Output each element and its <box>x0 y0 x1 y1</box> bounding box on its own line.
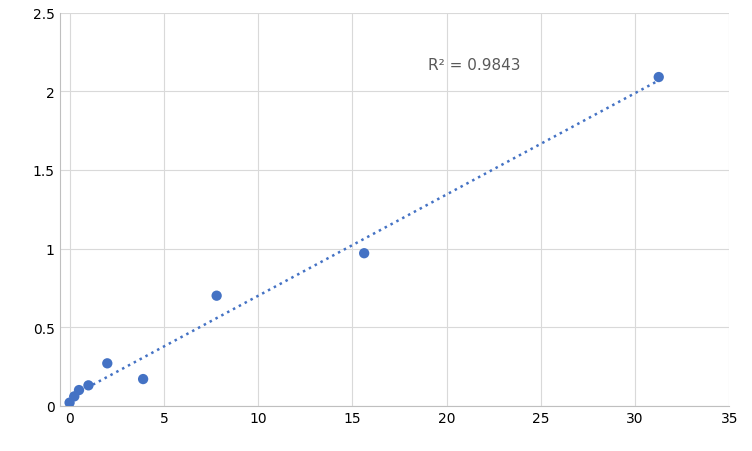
Point <box>83 382 95 389</box>
Point <box>358 250 370 257</box>
Point <box>68 393 80 400</box>
Point <box>102 360 114 367</box>
Point <box>73 387 85 394</box>
Point <box>137 376 149 383</box>
Point <box>211 292 223 299</box>
Point <box>653 74 665 82</box>
Text: R² = 0.9843: R² = 0.9843 <box>428 58 520 73</box>
Point <box>64 399 76 406</box>
